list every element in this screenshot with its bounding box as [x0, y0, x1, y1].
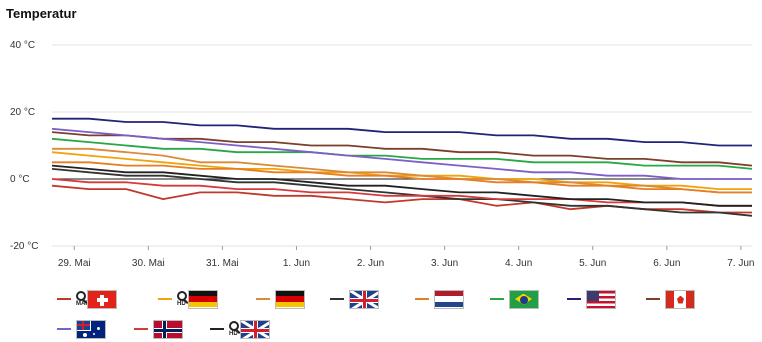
norway-flag-icon	[153, 319, 183, 339]
x-tick-label: 1. Jun	[283, 258, 310, 269]
series-line-6[interactable]	[52, 117, 752, 147]
legend-item-10[interactable]: HD	[210, 318, 270, 340]
legend-line-swatch	[57, 298, 71, 300]
series-line-8[interactable]	[51, 127, 752, 180]
legend-item-4[interactable]	[415, 288, 464, 310]
legend-item-8[interactable]	[57, 318, 106, 340]
united-kingdom-flag-icon	[240, 319, 270, 339]
legend-line-swatch	[490, 298, 504, 300]
usa-flag-icon	[586, 289, 616, 309]
germany-flag-icon	[188, 289, 218, 309]
zoom-icon: MAPS	[76, 291, 93, 307]
x-tick-label: 2. Jun	[357, 258, 384, 269]
badge-text: HD	[177, 301, 186, 307]
series-line-5[interactable]	[51, 137, 753, 170]
legend-item-3[interactable]	[330, 288, 379, 310]
legend-line-swatch	[134, 328, 148, 330]
legend-item-1[interactable]: HD	[158, 288, 218, 310]
series-line-3[interactable]	[51, 168, 753, 217]
legend-line-swatch	[415, 298, 429, 300]
legend-line-swatch	[567, 298, 581, 300]
zoom-icon: HD	[177, 291, 189, 307]
series-line-10[interactable]	[51, 164, 752, 207]
legend-line-swatch	[210, 328, 224, 330]
x-tick-label: 3. Jun	[431, 258, 458, 269]
x-tick-label: 5. Jun	[579, 258, 606, 269]
canada-flag-icon	[665, 289, 695, 309]
germany-flag-icon	[275, 289, 305, 309]
y-tick-label: 40 °C	[10, 40, 35, 51]
legend-line-swatch	[57, 328, 71, 330]
badge-text: MAPS	[76, 301, 94, 307]
x-tick-label: 29. Mai	[58, 258, 91, 269]
legend-item-9[interactable]	[134, 318, 183, 340]
series-line-2[interactable]	[52, 147, 752, 194]
badge-text: HD	[229, 331, 238, 337]
legend-item-5[interactable]	[490, 288, 539, 310]
legend-item-6[interactable]	[567, 288, 616, 310]
legend-line-swatch	[158, 298, 172, 300]
legend-line-swatch	[646, 298, 660, 300]
australia-flag-icon	[76, 319, 106, 339]
y-tick-label: -20 °C	[10, 241, 38, 252]
x-tick-label: 31. Mai	[206, 258, 239, 269]
legend-line-swatch	[256, 298, 270, 300]
x-tick-label: 6. Jun	[653, 258, 680, 269]
x-tick-label: 7. Jun	[727, 258, 754, 269]
united-kingdom-flag-icon	[349, 289, 379, 309]
zoom-icon: HD	[229, 321, 241, 337]
y-tick-label: 20 °C	[10, 107, 35, 118]
series-line-4[interactable]	[52, 161, 752, 194]
legend-item-2[interactable]	[256, 288, 305, 310]
netherlands-flag-icon	[434, 289, 464, 309]
legend-item-7[interactable]	[646, 288, 695, 310]
x-tick-label: 30. Mai	[132, 258, 165, 269]
x-tick-label: 4. Jun	[505, 258, 532, 269]
brazil-flag-icon	[509, 289, 539, 309]
y-tick-label: 0 °C	[10, 174, 30, 185]
legend-item-0[interactable]: MAPS	[57, 288, 117, 310]
switzerland-flag-icon	[87, 289, 117, 309]
legend-line-swatch	[330, 298, 344, 300]
chart-title: Temperatur	[6, 6, 77, 21]
